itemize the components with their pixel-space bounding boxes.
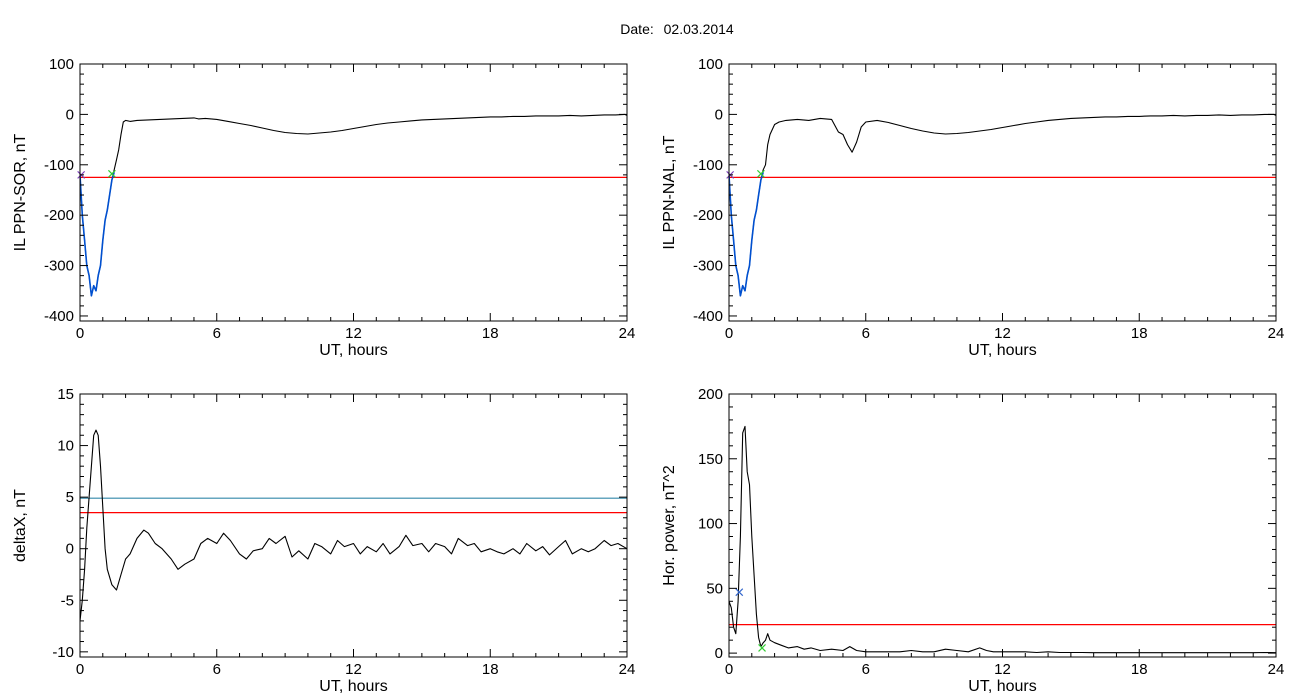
plot-frame bbox=[728, 63, 1277, 322]
y-tick-label: -400 bbox=[44, 308, 74, 325]
x-axis-label: UT, hours bbox=[968, 342, 1036, 359]
y-axis-label: deltaX, nT bbox=[12, 489, 29, 562]
plot-frame bbox=[79, 63, 628, 322]
plot-frame bbox=[728, 393, 1277, 658]
x-tick-label: 18 bbox=[482, 661, 499, 678]
figure-date-title: Date: 02.03.2014 bbox=[620, 21, 734, 37]
x-tick-label: 0 bbox=[725, 661, 733, 678]
y-tick-label: -300 bbox=[693, 258, 723, 275]
y-tick-label: -200 bbox=[44, 207, 74, 224]
x-tick-label: 0 bbox=[76, 325, 84, 342]
x-tick-label: 12 bbox=[345, 325, 362, 342]
x-tick-label: 24 bbox=[619, 325, 636, 342]
series-line-1 bbox=[729, 425, 1276, 654]
x-tick-label: 12 bbox=[994, 661, 1011, 678]
y-tick-label: 100 bbox=[698, 516, 723, 533]
y-tick-label: 100 bbox=[49, 56, 74, 73]
y-axis-label: IL PPN-NAL, nT bbox=[661, 135, 678, 249]
y-tick-label: 0 bbox=[66, 541, 74, 558]
x-axis-label: UT, hours bbox=[319, 678, 387, 695]
y-axis-label: IL PPN-SOR, nT bbox=[12, 133, 29, 251]
y-tick-label: -300 bbox=[44, 258, 74, 275]
x-tick-label: 12 bbox=[994, 325, 1011, 342]
y-tick-label: 15 bbox=[57, 386, 74, 403]
date-value: 02.03.2014 bbox=[664, 21, 734, 37]
x-tick-label: 6 bbox=[862, 325, 870, 342]
plot-frame bbox=[79, 393, 628, 658]
marker-2 bbox=[756, 169, 765, 178]
y-tick-label: -400 bbox=[693, 308, 723, 325]
x-tick-label: 18 bbox=[1131, 325, 1148, 342]
y-tick-label: -100 bbox=[44, 157, 74, 174]
y-tick-label: 50 bbox=[706, 580, 723, 597]
y-tick-label: -100 bbox=[693, 157, 723, 174]
x-tick-label: 18 bbox=[482, 325, 499, 342]
x-tick-label: 24 bbox=[1268, 661, 1285, 678]
x-tick-label: 6 bbox=[862, 661, 870, 678]
y-tick-label: -200 bbox=[693, 207, 723, 224]
x-tick-label: 6 bbox=[213, 661, 221, 678]
x-tick-label: 0 bbox=[725, 325, 733, 342]
series-line-2 bbox=[729, 172, 764, 297]
series-line-1 bbox=[80, 113, 627, 297]
y-tick-label: 0 bbox=[66, 106, 74, 123]
series-line-2 bbox=[80, 172, 115, 297]
series-line-1 bbox=[729, 113, 1276, 297]
marker-2 bbox=[107, 169, 116, 178]
y-tick-label: -5 bbox=[61, 592, 74, 609]
x-tick-label: 18 bbox=[1131, 661, 1148, 678]
x-axis-label: UT, hours bbox=[319, 342, 387, 359]
series-line-1 bbox=[80, 429, 627, 621]
y-tick-label: -10 bbox=[52, 644, 74, 661]
marker-2 bbox=[758, 644, 766, 652]
y-tick-label: 0 bbox=[715, 106, 723, 123]
y-tick-label: 5 bbox=[66, 489, 74, 506]
chart-hor-power: 0 6 12 18 24 200 150 100 50 0 UT, hours Hor. power,… bbox=[661, 386, 1284, 695]
chart-il-sor: 0 6 12 18 24 100 0 -100 -200 -300 -400 UT, hours IL … bbox=[12, 56, 635, 359]
y-tick-label: 100 bbox=[698, 56, 723, 73]
chart-il-nal: 0 6 12 18 24 100 0 -100 -200 -300 -400 UT, hours IL … bbox=[661, 56, 1284, 359]
x-tick-label: 0 bbox=[76, 661, 84, 678]
y-tick-label: 10 bbox=[57, 438, 74, 455]
marker-1 bbox=[735, 588, 744, 597]
y-tick-label: 150 bbox=[698, 451, 723, 468]
y-axis-label: Hor. power, nT^2 bbox=[661, 465, 678, 586]
y-tick-label: 0 bbox=[715, 645, 723, 662]
y-tick-label: 200 bbox=[698, 386, 723, 403]
x-tick-label: 12 bbox=[345, 661, 362, 678]
x-tick-label: 24 bbox=[619, 661, 636, 678]
x-axis-label: UT, hours bbox=[968, 678, 1036, 695]
chart-deltax: 0 6 12 18 24 15 10 5 0 -5 -10 UT, hours deltaX, nT bbox=[12, 386, 635, 695]
x-tick-label: 24 bbox=[1268, 325, 1285, 342]
date-label: Date: bbox=[620, 21, 653, 37]
x-tick-label: 6 bbox=[213, 325, 221, 342]
